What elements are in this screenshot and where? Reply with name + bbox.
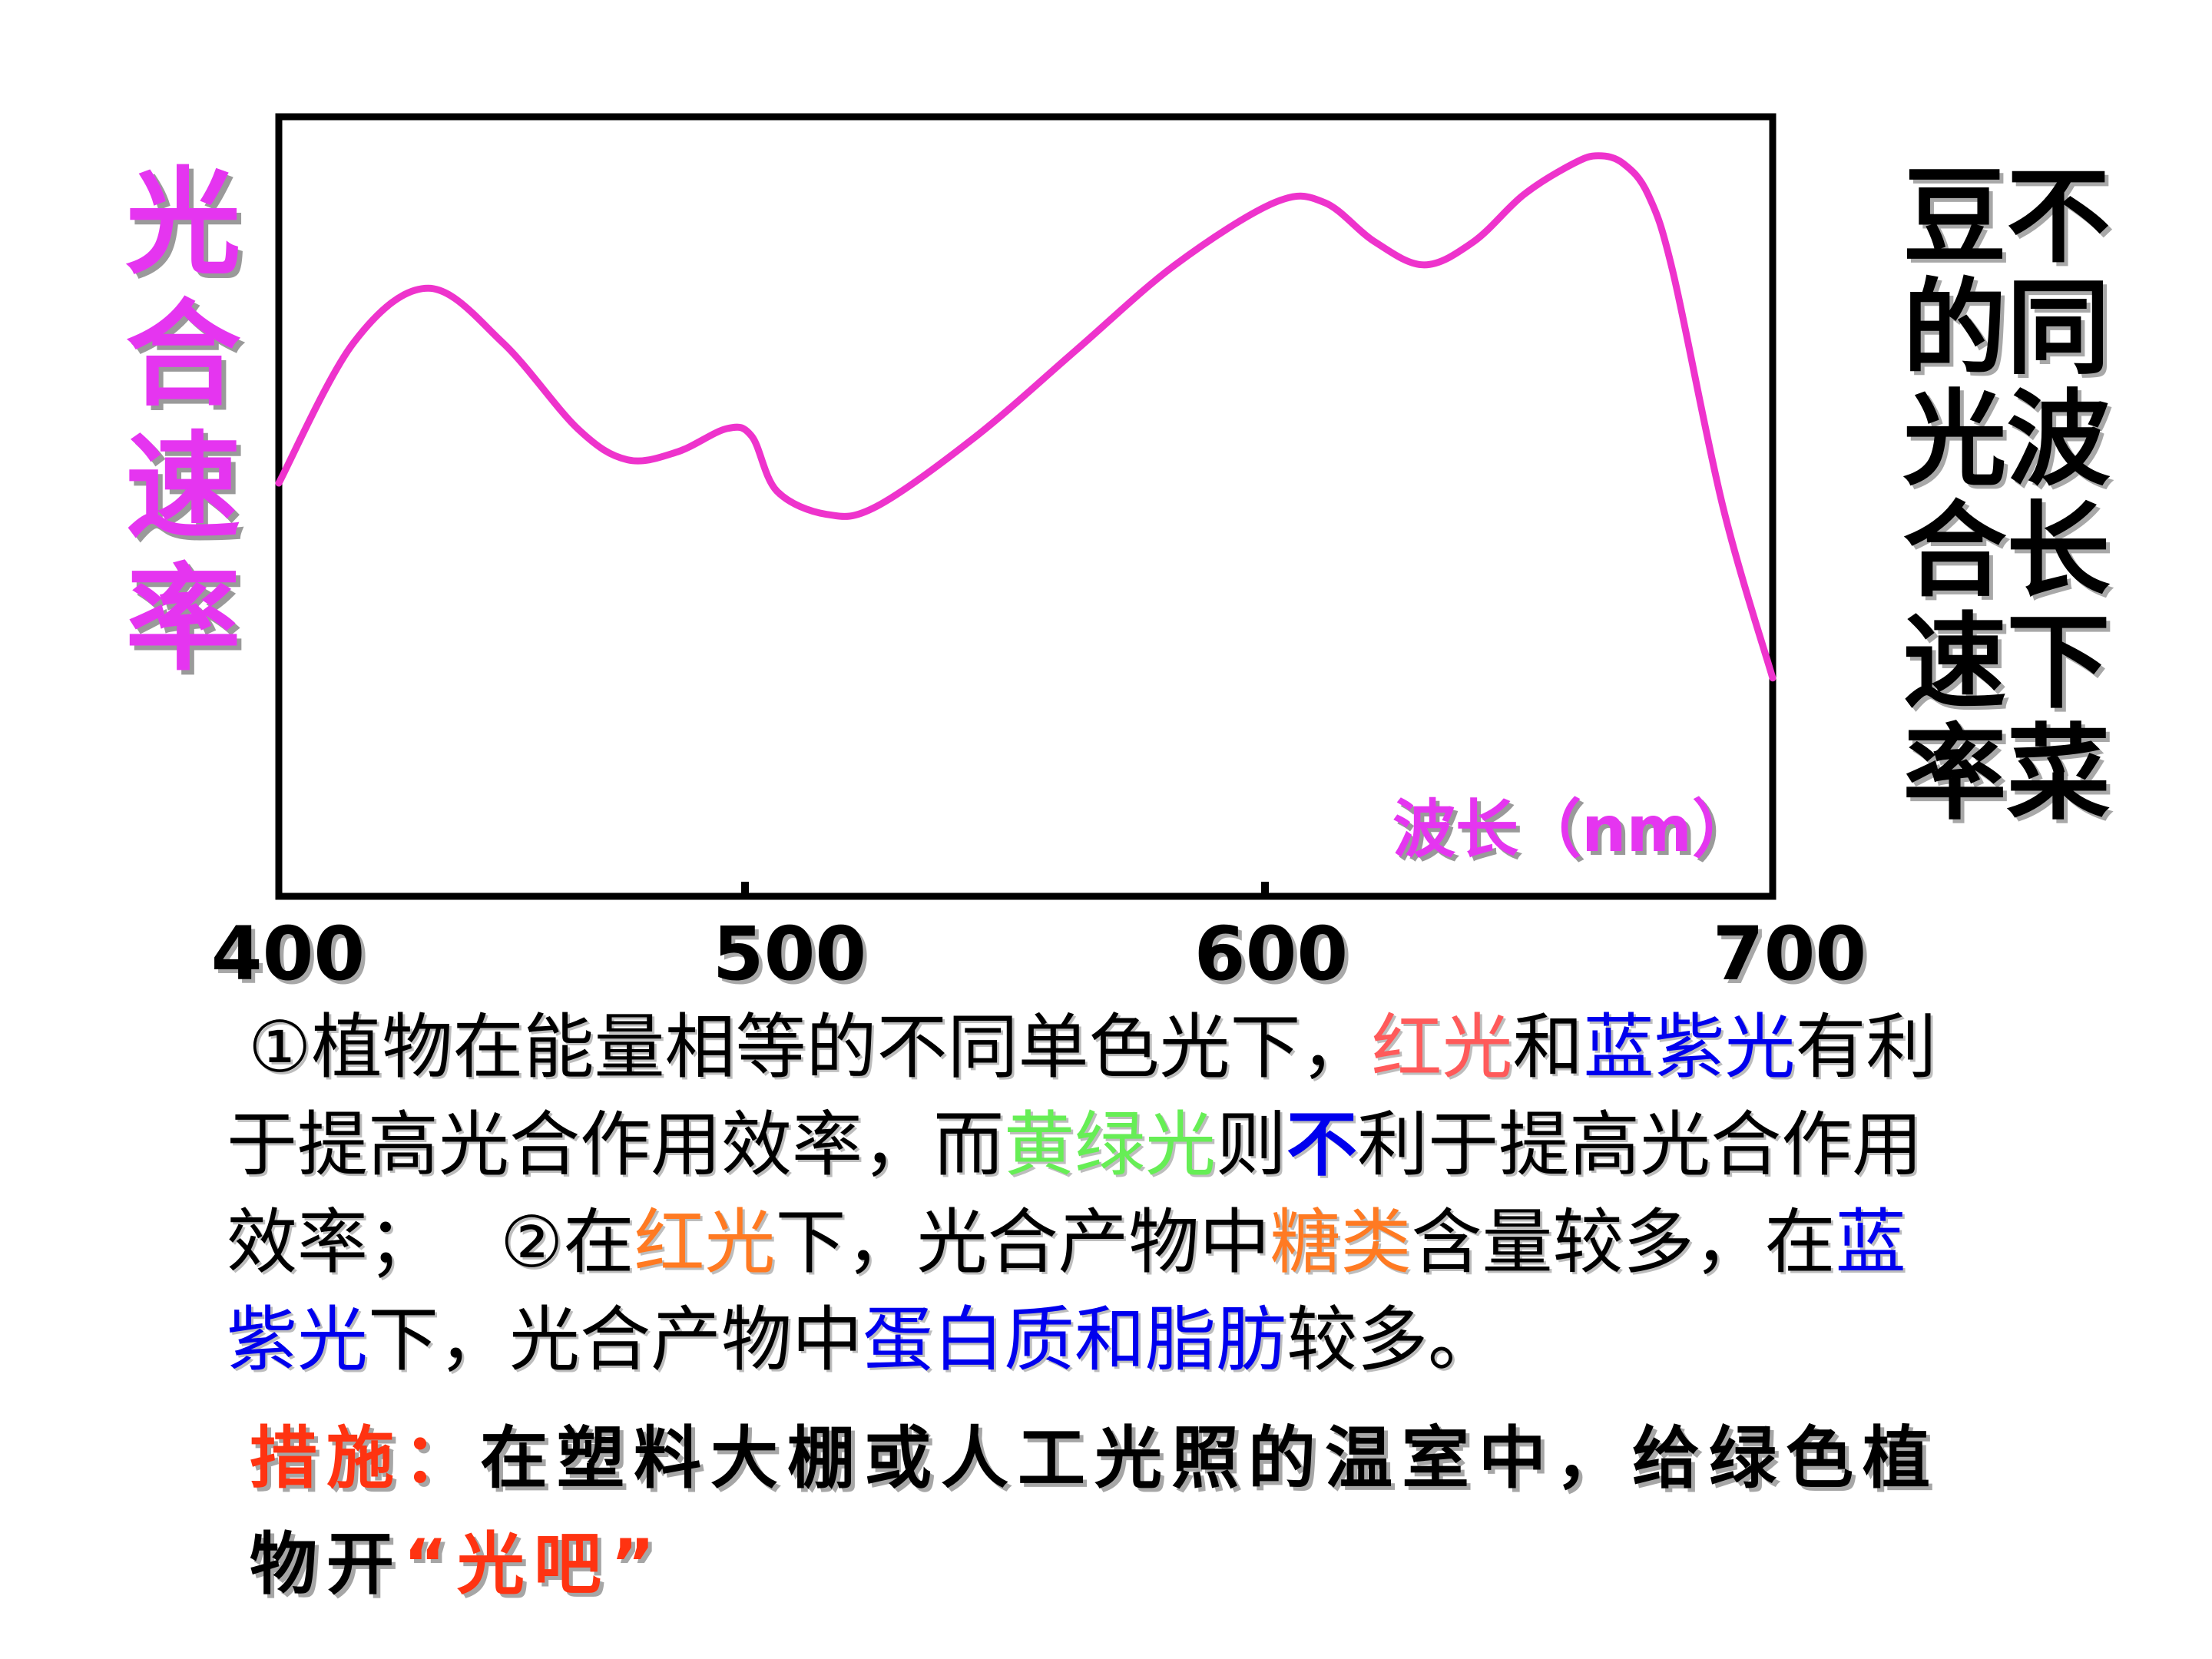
x-tick-label-400: 400 — [211, 911, 365, 997]
blue-violet-light-term: 蓝紫光 — [1583, 1006, 1796, 1088]
explanation-paragraph: ①植物在能量相等的不同单色光下，红光和蓝紫光有利于提高光合作用效率，而黄绿光则不… — [227, 998, 1955, 1389]
y-axis-label: 光合速率 — [106, 161, 240, 690]
red-light-term-2: 红光 — [634, 1201, 776, 1283]
para-text: 下，光合产物中 — [775, 1201, 1270, 1283]
measure-paragraph: 措施：在塑料大棚或人工光照的温室中，给绿色植物开“光吧” — [250, 1406, 1978, 1618]
series-layer — [275, 152, 1777, 682]
para-text: 含量较多，在 — [1411, 1201, 1836, 1283]
para-text: 利于提高光合作用效率； — [227, 1104, 1923, 1283]
chart-side-title: 不同波长下菜豆的光合速率 — [1885, 161, 2109, 830]
x-tick-labels: 400 500 600 700 — [211, 911, 1866, 997]
x-axis-label: 波长（nm） — [1392, 793, 1755, 866]
x-tick-label-500: 500 — [713, 911, 866, 997]
not-emphasis: 不 — [1286, 1104, 1358, 1186]
blue-violet-light-term-2: 蓝紫光 — [227, 1201, 1906, 1381]
para-text: 有利于提高光合作用效率，而 — [227, 1006, 1937, 1186]
red-light-term: 红光 — [1371, 1006, 1513, 1088]
sugar-term: 糖类 — [1270, 1201, 1412, 1283]
para-text: ①植物在能量相等的不同单色光下， — [248, 1006, 1372, 1088]
plot-frame — [275, 113, 1777, 900]
para-text: 和 — [1512, 1006, 1584, 1088]
measure-quote: “光吧” — [403, 1525, 664, 1604]
protein-fat-term: 蛋白质和脂肪 — [863, 1299, 1287, 1381]
measure-text: 在塑料大棚或人工光照的温室中，给绿色植物开 — [250, 1419, 1940, 1604]
para-text: 则 — [1216, 1104, 1287, 1186]
para-text: 较多。 — [1286, 1299, 1499, 1381]
series-line-0 — [275, 152, 1777, 682]
para-text: ②在 — [500, 1201, 634, 1283]
x-tick-label-600: 600 — [1194, 911, 1348, 997]
x-tick-label-700: 700 — [1713, 911, 1866, 997]
yellow-green-light-term: 黄绿光 — [1004, 1104, 1217, 1186]
measure-label: 措施： — [250, 1419, 481, 1498]
para-text: 下，光合产物中 — [368, 1299, 863, 1381]
